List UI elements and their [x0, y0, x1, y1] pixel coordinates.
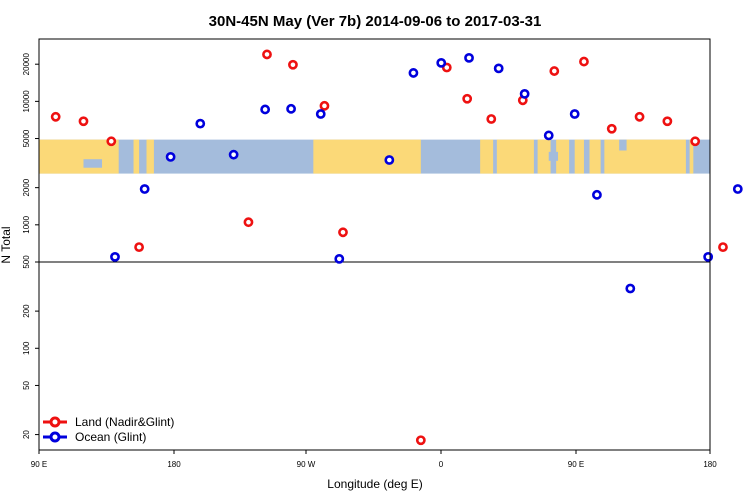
x-axis-label: Longitude (deg E) [327, 477, 422, 491]
x-tick-label: 90 E [568, 460, 584, 469]
point-land [288, 59, 298, 70]
x-tick-label: 180 [167, 460, 181, 469]
y-tick-label: 500 [22, 255, 31, 269]
y-tick-label: 100 [22, 341, 31, 355]
point-ocean [139, 184, 150, 194]
point-ocean [436, 57, 447, 68]
plot-frame [38, 38, 711, 451]
point-ocean [592, 189, 602, 200]
legend: Land (Nadir&Glint) Ocean (Glint) [43, 415, 174, 444]
y-tick-label: 50 [22, 380, 31, 389]
legend-ocean-label: Ocean (Glint) [75, 430, 146, 444]
point-ocean [195, 118, 206, 129]
point-ocean [384, 155, 395, 165]
map-land-7 [556, 139, 570, 174]
point-ocean [228, 149, 239, 160]
map-land-5 [496, 139, 534, 174]
point-ocean [493, 63, 504, 74]
point-land [319, 100, 330, 111]
point-land [606, 123, 617, 134]
y-axis: 20 50 100 200 500 1000 2000 5000 10000 20000 [22, 53, 39, 439]
map-bay-0 [83, 159, 103, 168]
chart-title: 30N-45N May (Ver 7b) 2014-09-06 to 2017-… [209, 13, 542, 30]
legend-ocean-marker [49, 431, 61, 443]
map-land-1 [133, 139, 140, 174]
point-land [50, 111, 61, 122]
map-land-4 [480, 139, 494, 174]
point-land [549, 66, 560, 76]
point-ocean [408, 68, 419, 78]
point-land [415, 435, 426, 446]
map-bay-2 [548, 151, 559, 161]
point-ocean [464, 52, 474, 63]
point-land [462, 93, 473, 104]
point-land [662, 116, 673, 127]
y-tick-label: 20 [22, 430, 31, 439]
map-land-11 [689, 139, 694, 174]
y-axis-label: N Total [0, 226, 13, 263]
point-land [78, 116, 89, 127]
map-land-6 [537, 139, 551, 174]
legend-land-label: Land (Nadir&Glint) [75, 415, 174, 429]
point-land [134, 242, 144, 253]
point-ocean [315, 109, 326, 119]
x-axis: 90 E 180 90 W 0 90 E 180 [31, 450, 717, 469]
x-tick-label: 180 [703, 460, 717, 469]
map-bay-3 [619, 139, 627, 151]
map-bay-1 [431, 140, 455, 157]
point-land [579, 56, 589, 67]
point-ocean [519, 88, 530, 99]
point-land [486, 114, 497, 124]
x-tick-label: 0 [439, 460, 444, 469]
point-land [262, 49, 272, 60]
x-tick-label: 90 W [297, 460, 316, 469]
point-ocean [334, 253, 345, 264]
y-tick-label: 1000 [22, 215, 31, 233]
y-tick-label: 20000 [22, 53, 31, 76]
y-tick-label: 10000 [22, 90, 31, 113]
data-points [50, 49, 743, 446]
point-ocean [625, 283, 636, 294]
map-land-3 [313, 139, 421, 174]
point-ocean [569, 109, 580, 119]
y-tick-label: 200 [22, 304, 31, 318]
point-land [338, 227, 348, 238]
map-land-0 [39, 139, 119, 174]
point-land [690, 136, 701, 147]
point-land [106, 136, 117, 147]
y-tick-label: 2000 [22, 178, 31, 196]
y-tick-label: 5000 [22, 129, 31, 147]
map-land-2 [146, 139, 154, 174]
world-map-band [39, 139, 710, 174]
x-tick-label: 90 E [31, 460, 47, 469]
point-ocean [286, 103, 296, 114]
legend-land-marker [49, 416, 61, 428]
map-land-10 [604, 139, 686, 174]
map-land-9 [589, 139, 601, 174]
point-land [243, 217, 254, 228]
point-land [634, 111, 645, 122]
point-ocean [732, 184, 743, 194]
point-land [718, 242, 728, 253]
point-ocean [703, 251, 714, 262]
point-ocean [110, 251, 120, 262]
point-ocean [165, 151, 176, 162]
point-ocean [260, 104, 271, 115]
map-land-8 [574, 139, 584, 174]
point-ocean [543, 130, 554, 141]
